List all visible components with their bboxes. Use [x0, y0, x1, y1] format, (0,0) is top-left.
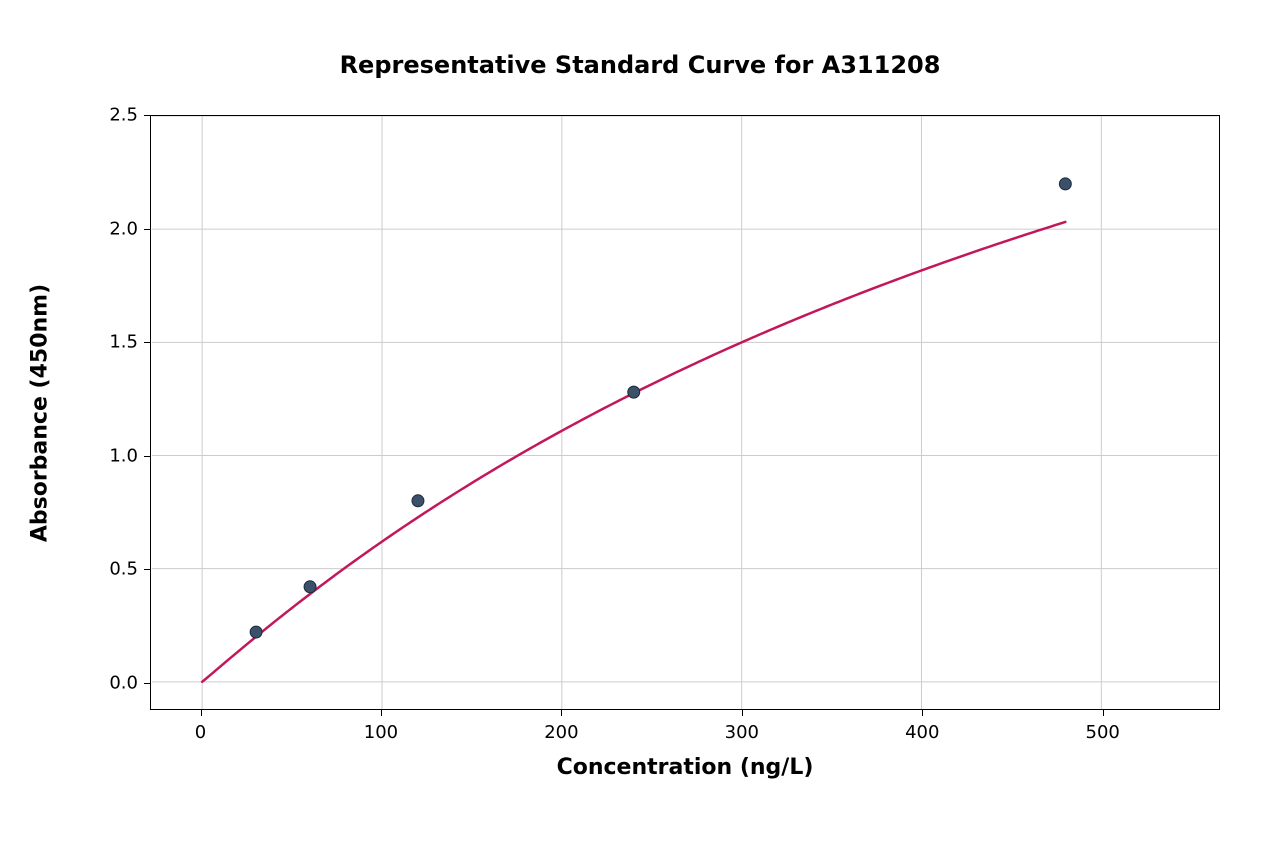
y-tick [144, 569, 150, 570]
x-tick [922, 710, 923, 716]
y-tick-label: 2.5 [109, 105, 138, 126]
y-tick-label: 1.5 [109, 332, 138, 353]
x-tick [742, 710, 743, 716]
x-tick-label: 200 [544, 722, 578, 743]
fit-curve [202, 222, 1065, 682]
y-tick-label: 0.5 [109, 559, 138, 580]
plot-area [150, 115, 1220, 710]
chart-container: Representative Standard Curve for A31120… [0, 0, 1280, 845]
y-tick-label: 1.0 [109, 445, 138, 466]
data-point [1059, 178, 1071, 190]
y-tick [144, 342, 150, 343]
x-tick [201, 710, 202, 716]
x-tick-label: 500 [1086, 722, 1120, 743]
x-axis-label: Concentration (ng/L) [150, 755, 1220, 780]
x-tick [1103, 710, 1104, 716]
x-tick [561, 710, 562, 716]
y-tick [144, 229, 150, 230]
y-tick-label: 2.0 [109, 218, 138, 239]
x-tick-label: 300 [725, 722, 759, 743]
y-tick [144, 683, 150, 684]
data-point [250, 626, 262, 638]
y-tick [144, 115, 150, 116]
x-tick [381, 710, 382, 716]
x-tick-label: 100 [364, 722, 398, 743]
data-point [412, 495, 424, 507]
chart-svg [151, 116, 1219, 709]
data-point [304, 581, 316, 593]
data-point [628, 386, 640, 398]
x-tick-label: 400 [905, 722, 939, 743]
x-tick-label: 0 [195, 722, 206, 743]
y-tick-label: 0.0 [109, 672, 138, 693]
y-axis-label: Absorbance (450nm) [28, 283, 53, 541]
chart-title: Representative Standard Curve for A31120… [0, 51, 1280, 79]
y-tick [144, 456, 150, 457]
